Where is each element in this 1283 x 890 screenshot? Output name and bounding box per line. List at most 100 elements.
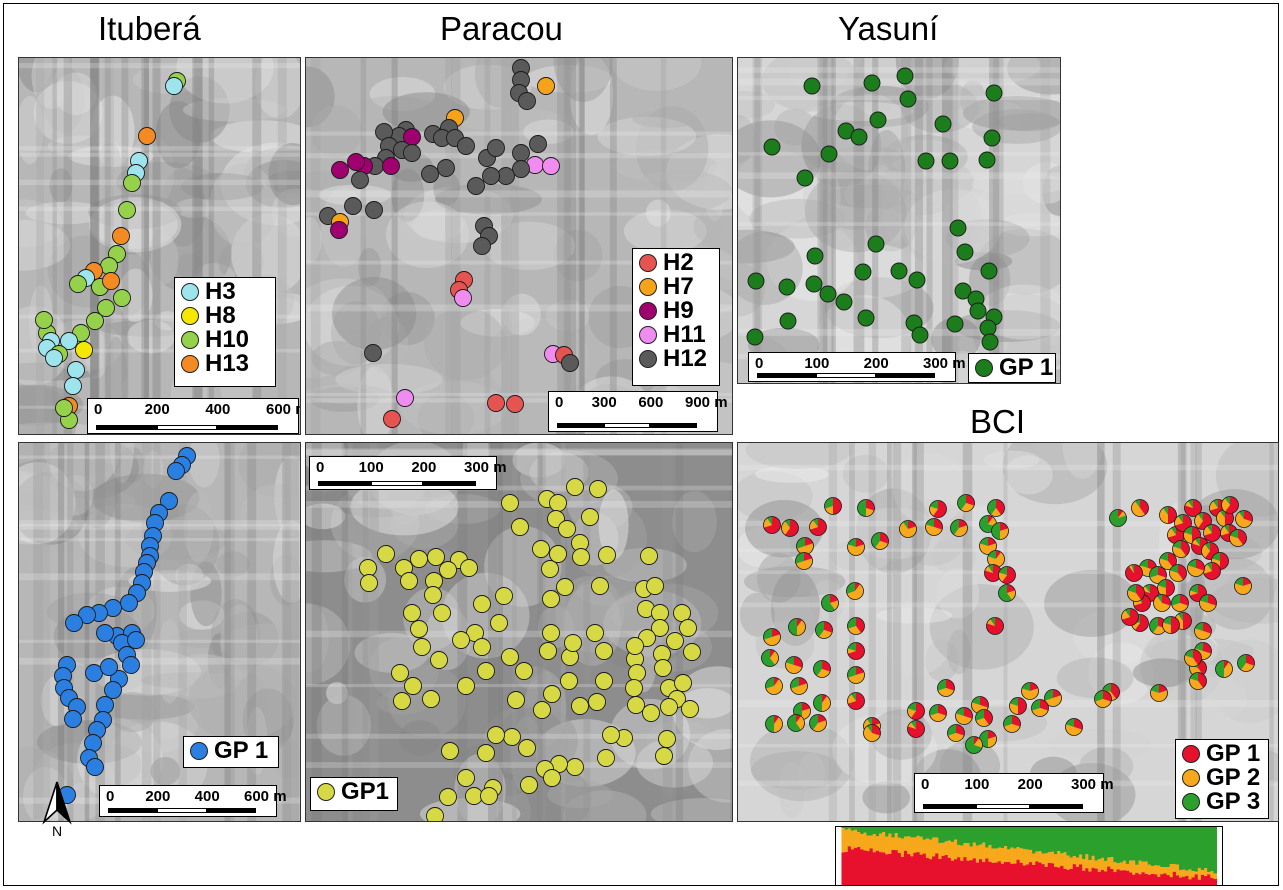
- admixture-pie: [1229, 529, 1247, 547]
- sample-point: [908, 271, 926, 289]
- admixture-pie: [1199, 594, 1217, 612]
- sample-point: [45, 349, 63, 367]
- sample-point: [515, 662, 533, 680]
- scale-bar-segment: [318, 481, 371, 486]
- legend: GP 1: [968, 353, 1056, 383]
- sample-point: [78, 606, 96, 624]
- legend-swatch: [1182, 745, 1200, 763]
- scale-bar-label: 600: [638, 394, 664, 411]
- admixture-pie: [809, 714, 827, 732]
- sample-point: [477, 662, 495, 680]
- sample-point: [549, 545, 567, 563]
- legend: H2 H7 H9 H11 H12: [632, 248, 720, 386]
- sample-point: [501, 494, 519, 512]
- admixture-pie: [899, 520, 917, 538]
- admixture-pie: [955, 707, 973, 725]
- scale-bar-segment: [1029, 804, 1083, 809]
- sample-point: [100, 658, 118, 676]
- admixture-pie: [1172, 540, 1190, 558]
- admixture-pie: [925, 518, 943, 536]
- legend-label: H2: [663, 249, 694, 276]
- sample-point: [542, 590, 560, 608]
- sample-point: [674, 674, 692, 692]
- legend-item: GP 1: [969, 356, 1055, 380]
- legend: H3 H8 H10 H13: [174, 277, 276, 387]
- sample-point: [35, 311, 53, 329]
- sample-point: [850, 128, 868, 146]
- legend: GP 1: [183, 736, 279, 768]
- sample-point: [127, 631, 145, 649]
- legend-label: H12: [663, 345, 708, 372]
- sample-point: [403, 604, 421, 622]
- sample-point: [532, 540, 550, 558]
- sample-point: [642, 704, 660, 722]
- sample-point: [591, 577, 609, 595]
- sample-point: [112, 227, 130, 245]
- scale-bar-segment: [650, 423, 697, 428]
- sample-point: [501, 648, 519, 666]
- sample-point: [796, 169, 814, 187]
- sample-point: [867, 235, 885, 253]
- sample-point: [983, 129, 1001, 147]
- sample-point: [763, 138, 781, 156]
- sample-point: [561, 354, 579, 372]
- map-panel-bci: GP 1 GP 2 GP 3 0 100 200 300 m: [737, 442, 1279, 822]
- sample-point: [487, 726, 505, 744]
- sample-point: [666, 632, 684, 650]
- scale-bar-label: 900 m: [685, 394, 728, 411]
- admixture-pie: [1131, 499, 1149, 517]
- sample-point: [457, 677, 475, 695]
- sample-point: [506, 395, 524, 413]
- sample-point: [566, 478, 584, 496]
- sample-point: [628, 664, 646, 682]
- admixture-pie: [907, 702, 925, 720]
- sample-point: [660, 698, 678, 716]
- sample-point: [64, 710, 82, 728]
- admixture-pie: [1189, 672, 1207, 690]
- sample-point: [396, 389, 414, 407]
- admixture-pie: [1203, 524, 1221, 542]
- legend-label: GP 2: [1206, 764, 1261, 791]
- map-panel-paracou-gp: GP1 0 100 200 300 m: [305, 442, 733, 822]
- admixture-pie: [1153, 594, 1171, 612]
- map-panel-itubera-gp: GP 1 0 200 400 600 m: [18, 442, 301, 822]
- scale-bar-label: 200: [145, 788, 171, 805]
- scale-bar: 0 200 400 600 m: [99, 785, 287, 817]
- sample-point: [507, 691, 525, 709]
- legend-label: H9: [663, 297, 694, 324]
- sample-point: [949, 219, 967, 237]
- legend: GP 1 GP 2 GP 3: [1175, 739, 1269, 819]
- sample-point: [956, 243, 974, 261]
- sample-point: [863, 74, 881, 92]
- sample-point: [746, 328, 764, 346]
- sample-point: [518, 739, 536, 757]
- admixture-pie: [846, 582, 864, 600]
- admixture-pie: [1149, 566, 1167, 584]
- admixture-pie: [1125, 564, 1143, 582]
- sample-point: [542, 624, 560, 642]
- admixture-pie: [1157, 579, 1175, 597]
- sample-point: [537, 77, 555, 95]
- admixture-pie: [796, 537, 814, 555]
- scale-bar: 0 100 200 300 m: [914, 773, 1114, 813]
- north-label: N: [52, 823, 62, 838]
- scale-bar-segment: [875, 373, 935, 378]
- sample-point: [520, 776, 538, 794]
- scale-bar-segment: [757, 373, 817, 378]
- sample-point: [351, 171, 369, 189]
- sample-point: [400, 572, 418, 590]
- sample-point: [542, 157, 560, 175]
- hillshade-terrain: [306, 58, 732, 434]
- legend-item: GP 3: [1176, 790, 1268, 814]
- sample-point: [460, 559, 478, 577]
- sample-point: [779, 312, 797, 330]
- scale-bar-label: 0: [106, 788, 115, 805]
- structure-barplot: [835, 826, 1223, 886]
- admixture-pie: [813, 660, 831, 678]
- legend-swatch: [317, 783, 335, 801]
- admixture-pie: [1127, 584, 1145, 602]
- legend-item: GP1: [311, 780, 397, 804]
- sample-point: [946, 315, 964, 333]
- admixture-pie: [824, 497, 842, 515]
- scale-bar-segment: [923, 804, 977, 809]
